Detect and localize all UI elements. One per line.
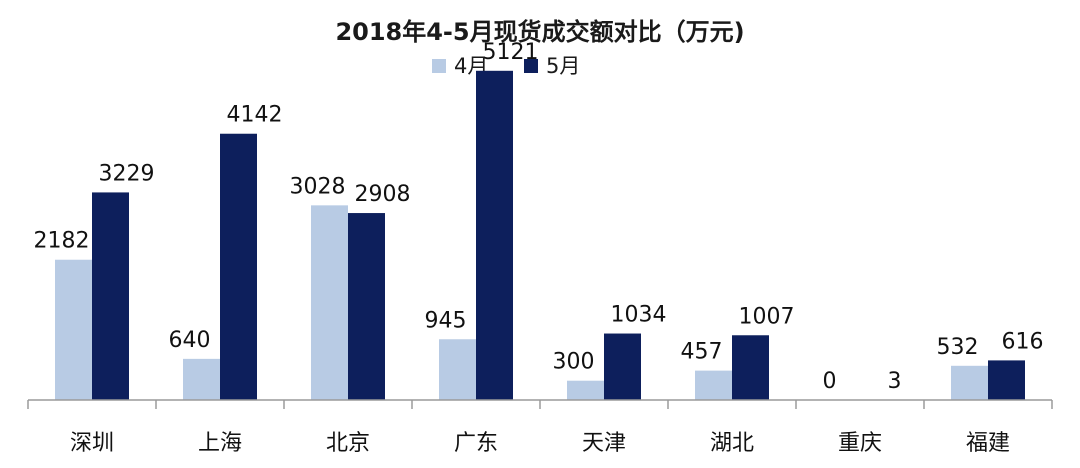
category-label-1: 深圳 bbox=[70, 431, 114, 456]
data-label-april-7: 0 bbox=[823, 369, 837, 394]
category-label-6: 湖北 bbox=[710, 431, 754, 456]
category-label-3: 北京 bbox=[326, 431, 370, 456]
data-label-may-7: 3 bbox=[888, 369, 902, 394]
data-label-may-6: 1007 bbox=[739, 304, 795, 329]
data-label-may-3: 2908 bbox=[355, 182, 411, 207]
data-label-may-1: 3229 bbox=[99, 161, 155, 186]
category-label-2: 上海 bbox=[198, 431, 242, 456]
bar-may-6 bbox=[732, 335, 769, 400]
data-label-may-8: 616 bbox=[1002, 329, 1044, 354]
data-label-may-2: 4142 bbox=[227, 103, 283, 128]
bar-april-8 bbox=[951, 365, 988, 400]
data-label-april-6: 457 bbox=[681, 340, 723, 365]
bar-may-3 bbox=[348, 213, 385, 400]
category-label-4: 广东 bbox=[454, 431, 498, 456]
category-label-5: 天津 bbox=[582, 431, 626, 456]
bar-may-8 bbox=[988, 360, 1025, 400]
data-label-may-5: 1034 bbox=[611, 303, 667, 328]
bar-april-1 bbox=[55, 259, 92, 400]
data-label-april-5: 300 bbox=[553, 350, 595, 375]
bar-may-4 bbox=[476, 70, 513, 401]
data-label-april-1: 2182 bbox=[34, 229, 90, 254]
bar-may-5 bbox=[604, 333, 641, 400]
bar-may-1 bbox=[92, 192, 129, 400]
bar-april-4 bbox=[439, 339, 476, 400]
data-label-may-4: 5121 bbox=[483, 40, 539, 65]
category-label-7: 重庆 bbox=[838, 431, 882, 456]
bar-april-2 bbox=[183, 358, 220, 400]
data-label-april-4: 945 bbox=[425, 308, 467, 333]
data-label-april-2: 640 bbox=[169, 328, 211, 353]
legend-label-may: 5月 bbox=[546, 54, 580, 78]
data-label-april-3: 3028 bbox=[290, 174, 346, 199]
bar-may-2 bbox=[220, 133, 257, 400]
data-label-april-8: 532 bbox=[937, 335, 979, 360]
chart-title: 2018年4-5月现货成交额对比（万元) bbox=[335, 18, 744, 46]
bar-april-6 bbox=[695, 370, 732, 400]
bar-april-5 bbox=[567, 380, 604, 400]
category-label-8: 福建 bbox=[966, 431, 1010, 456]
legend-swatch-may bbox=[524, 59, 538, 73]
legend-swatch-april bbox=[432, 59, 446, 73]
bar-april-3 bbox=[311, 205, 348, 400]
